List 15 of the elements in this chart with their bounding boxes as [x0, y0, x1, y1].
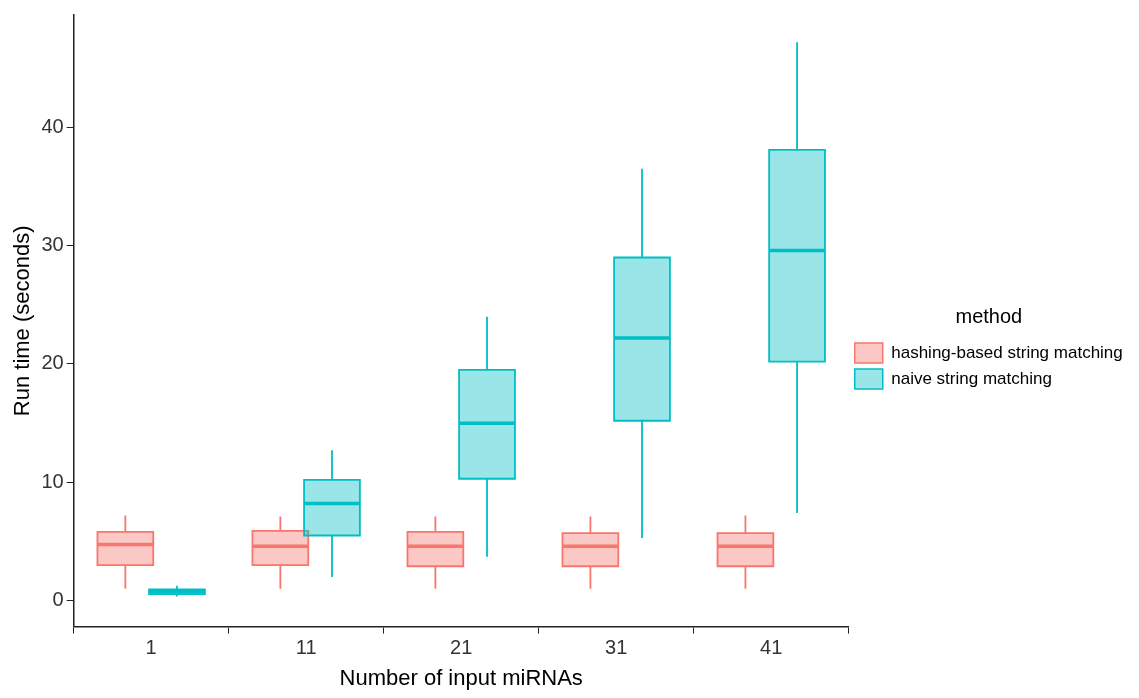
y-tick-label: 20: [41, 351, 64, 374]
x-tick-label: 41: [760, 636, 783, 659]
x-tick-label: 11: [295, 636, 317, 659]
x-tick-label: 21: [450, 636, 473, 659]
legend-label: naive string matching: [891, 368, 1052, 388]
legend-label: hashing-based string matching: [891, 342, 1123, 362]
x-tick-label: 31: [605, 636, 628, 659]
x-axis-title: Number of input miRNAs: [339, 664, 583, 690]
legend-title: method: [955, 304, 1023, 327]
y-tick-label: 0: [52, 588, 64, 611]
y-tick-label: 30: [41, 233, 64, 256]
y-tick-label: 40: [41, 114, 64, 137]
y-axis-title: Run time (seconds): [9, 225, 35, 417]
y-tick-label: 10: [41, 469, 64, 492]
x-tick-label: 1: [145, 636, 157, 659]
